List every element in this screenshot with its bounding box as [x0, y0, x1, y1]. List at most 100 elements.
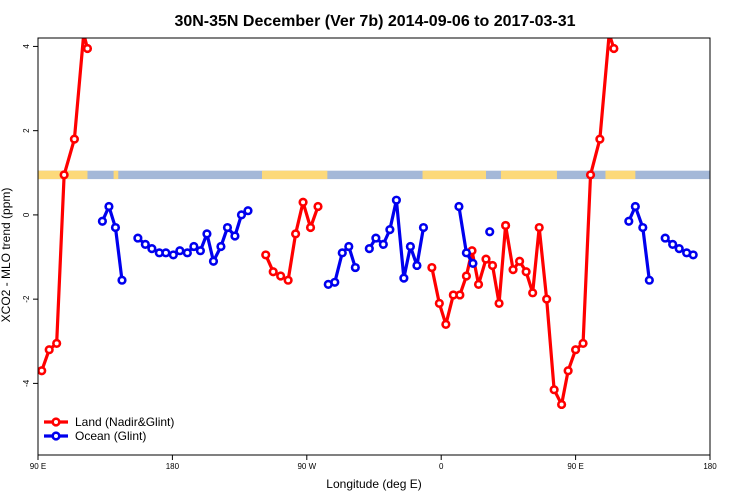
- legend-label: Land (Nadir&Glint): [75, 415, 174, 429]
- data-point: [69, 134, 79, 144]
- y-tick-label: 0: [22, 212, 31, 217]
- data-point: [38, 366, 47, 376]
- data-point: [427, 262, 437, 273]
- data-point: [434, 298, 444, 308]
- surface-band-land: [500, 170, 557, 180]
- data-point: [110, 222, 121, 233]
- data-point: [97, 216, 107, 226]
- legend: Land (Nadir&Glint)Ocean (Glint): [44, 415, 174, 443]
- data-point: [243, 206, 253, 216]
- series-land: [38, 38, 619, 410]
- data-point: [494, 298, 504, 308]
- surface-band-land: [605, 170, 636, 180]
- data-point: [222, 222, 233, 233]
- data-point: [283, 275, 293, 285]
- legend-item: Ocean (Glint): [44, 429, 146, 443]
- chart-title: 30N-35N December (Ver 7b) 2014-09-06 to …: [174, 13, 575, 30]
- data-point: [441, 319, 451, 330]
- data-point: [609, 43, 619, 54]
- surface-band-land: [422, 170, 486, 180]
- plot-frame: [37, 37, 711, 456]
- data-point: [195, 246, 205, 256]
- data-point: [140, 239, 150, 249]
- data-point: [291, 229, 301, 239]
- data-point: [168, 250, 178, 260]
- data-point: [514, 256, 525, 266]
- data-point: [461, 248, 472, 258]
- data-point: [133, 233, 143, 243]
- data-point: [385, 225, 395, 235]
- y-tick-label: 2: [22, 128, 31, 133]
- data-point: [189, 241, 199, 252]
- data-point: [202, 229, 212, 239]
- data-point: [44, 345, 54, 355]
- data-point: [549, 385, 559, 395]
- data-point: [412, 260, 422, 271]
- data-point: [668, 239, 678, 249]
- legend-item: Land (Nadir&Glint): [44, 415, 174, 429]
- data-point: [82, 43, 93, 54]
- x-tick-label: 90 E: [567, 462, 583, 471]
- data-point: [350, 262, 360, 273]
- x-axis-label: Longitude (deg E): [326, 477, 421, 491]
- y-tick-label: -4: [22, 379, 31, 387]
- legend-marker: [51, 417, 61, 427]
- data-point: [261, 250, 271, 260]
- data-point: [52, 338, 62, 348]
- data-point: [570, 345, 581, 355]
- data-point: [405, 241, 416, 252]
- data-point: [508, 265, 518, 275]
- data-point: [371, 233, 381, 243]
- data-point: [399, 273, 409, 283]
- data-point: [117, 275, 127, 285]
- data-point: [534, 222, 544, 233]
- data-point: [161, 248, 171, 258]
- data-point: [688, 250, 698, 260]
- data-point: [364, 244, 374, 254]
- data-point: [487, 260, 498, 271]
- data-point: [337, 248, 347, 258]
- plot-area: [38, 38, 710, 410]
- data-point: [630, 201, 640, 212]
- data-point: [638, 222, 648, 233]
- data-point: [344, 241, 354, 252]
- data-point: [585, 170, 596, 180]
- y-axis-label: XCO2 - MLO trend (ppm): [0, 188, 13, 323]
- data-point: [208, 256, 219, 266]
- data-point: [276, 271, 286, 281]
- y-tick-label: -2: [22, 295, 31, 303]
- series-ocean: [97, 195, 698, 290]
- data-point: [298, 197, 308, 207]
- data-point: [182, 248, 192, 258]
- data-point: [481, 254, 491, 264]
- data-point: [563, 366, 573, 376]
- x-tick-label: 180: [703, 462, 717, 471]
- legend-label: Ocean (Glint): [75, 429, 146, 443]
- data-point: [59, 170, 69, 180]
- series-line: [627, 204, 651, 281]
- data-point: [418, 222, 429, 233]
- data-point: [330, 277, 340, 287]
- data-point: [660, 233, 670, 243]
- data-point: [501, 220, 511, 231]
- axes: 90 E 180 90 W 0 90 E 180 4 2 0 -2 -4: [22, 37, 717, 471]
- x-tick-label: 90 E: [30, 462, 46, 471]
- legend-marker: [51, 431, 61, 441]
- data-point: [236, 210, 247, 220]
- data-point: [175, 246, 185, 256]
- series-line: [430, 38, 616, 407]
- surface-band-land: [113, 170, 119, 180]
- y-tick-label: 4: [22, 44, 31, 49]
- data-point: [313, 201, 323, 212]
- x-tick-label: 90 W: [297, 462, 316, 471]
- data-point: [485, 227, 495, 237]
- series-line: [40, 38, 90, 372]
- data-point: [454, 201, 464, 212]
- series-line: [100, 204, 124, 281]
- surface-band-land: [262, 170, 328, 180]
- surface-band-ocean: [38, 170, 710, 180]
- data-point: [391, 195, 402, 205]
- data-point: [607, 38, 612, 39]
- data-point: [230, 231, 240, 241]
